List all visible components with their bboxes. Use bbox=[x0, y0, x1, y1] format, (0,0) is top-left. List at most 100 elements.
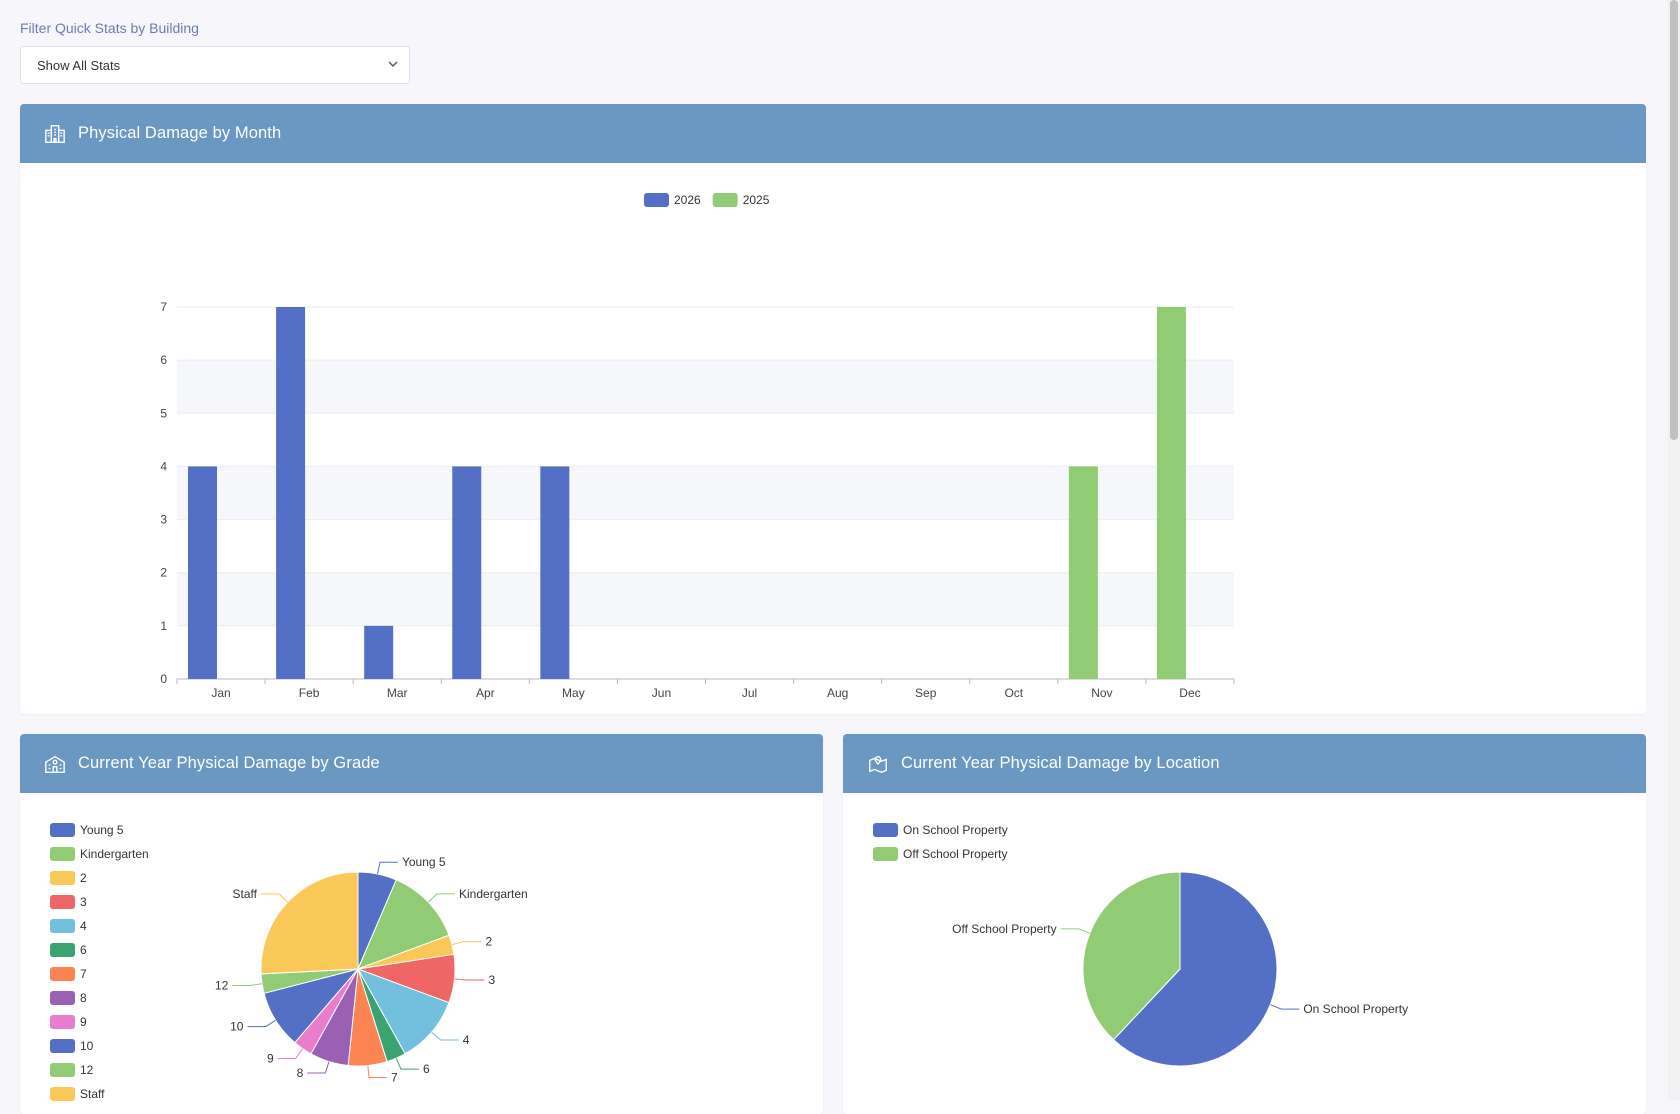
x-tick-label: Jul bbox=[742, 686, 757, 700]
legend-swatch bbox=[50, 847, 75, 861]
grade-chart-title: Current Year Physical Damage by Grade bbox=[78, 754, 380, 772]
x-tick-label: Jan bbox=[211, 686, 230, 700]
pie-label: Off School Property bbox=[952, 922, 1056, 936]
page-scrollbar[interactable] bbox=[1668, 0, 1680, 1100]
x-tick-label: Mar bbox=[387, 686, 408, 700]
x-tick-label: Oct bbox=[1004, 686, 1023, 700]
pie-label-line bbox=[307, 1061, 330, 1074]
building-icon bbox=[45, 124, 65, 143]
location-chart-card: Current Year Physical Damage by Location… bbox=[843, 734, 1646, 1114]
building-filter-select[interactable]: Show All Stats bbox=[20, 46, 410, 84]
pie-slice bbox=[260, 871, 359, 975]
scrollbar-thumb[interactable] bbox=[1670, 0, 1678, 440]
legend-label: Kindergarten bbox=[80, 847, 149, 861]
legend-label: 10 bbox=[80, 1039, 94, 1053]
y-tick-label: 1 bbox=[160, 619, 167, 633]
filter-selected-value: Show All Stats bbox=[37, 57, 121, 73]
pie-label-line bbox=[367, 1065, 388, 1078]
month-bar-chart: 0 1 2 3 4 5 6 7 Jan Feb Mar Apr May Jun Jul Aug Sep Oct No… bbox=[160, 193, 1235, 700]
legend-label: On School Property bbox=[903, 823, 1008, 837]
pie-label: 9 bbox=[267, 1051, 274, 1065]
y-tick-label: 7 bbox=[160, 300, 167, 314]
legend-swatch bbox=[644, 193, 669, 207]
bar bbox=[364, 625, 394, 679]
legend-label: 2026 bbox=[674, 193, 701, 207]
pie-label: Staff bbox=[233, 887, 258, 901]
y-tick-label: 2 bbox=[160, 566, 167, 580]
pie-label-line bbox=[1270, 1004, 1300, 1010]
legend-swatch bbox=[50, 967, 75, 981]
legend-swatch bbox=[50, 1087, 75, 1101]
location-chart-title: Current Year Physical Damage by Location bbox=[901, 754, 1220, 772]
bar bbox=[276, 307, 306, 679]
location-chart-header: Current Year Physical Damage by Location bbox=[843, 734, 1646, 793]
x-tick-label: Dec bbox=[1179, 686, 1200, 700]
legend-label: Young 5 bbox=[80, 823, 124, 837]
location-pie-chart: On School Property Off School Property On … bbox=[873, 823, 1408, 1067]
x-tick-label: Sep bbox=[915, 686, 937, 700]
x-tick-label: Apr bbox=[476, 686, 495, 700]
grid-band bbox=[177, 572, 1234, 626]
pie-label: 8 bbox=[297, 1066, 304, 1080]
legend-label: 2 bbox=[80, 871, 87, 885]
x-tick-label: May bbox=[562, 686, 585, 700]
bar bbox=[540, 466, 570, 679]
pie-label: 3 bbox=[488, 973, 495, 987]
map-pin-icon bbox=[869, 755, 887, 773]
grade-chart-card: Current Year Physical Damage by Grade Yo… bbox=[20, 734, 823, 1114]
pie-label-line bbox=[451, 941, 482, 946]
pie-slice bbox=[356, 968, 450, 1055]
legend-label: 7 bbox=[80, 967, 87, 981]
bar bbox=[188, 466, 217, 679]
legend-label: 4 bbox=[80, 919, 87, 933]
pie-label: 4 bbox=[463, 1033, 470, 1047]
pie-label: On School Property bbox=[1303, 1002, 1408, 1016]
y-tick-label: 6 bbox=[160, 353, 167, 367]
legend-swatch bbox=[50, 1039, 75, 1053]
legend-label: 12 bbox=[80, 1063, 94, 1077]
y-tick-label: 0 bbox=[160, 672, 167, 686]
pie-label: 7 bbox=[391, 1070, 398, 1084]
legend-label: 9 bbox=[80, 1015, 87, 1029]
pie-label-line bbox=[247, 1019, 276, 1028]
pie-label: Kindergarten bbox=[459, 887, 528, 901]
legend-label: 6 bbox=[80, 943, 87, 957]
legend-label: 3 bbox=[80, 895, 87, 909]
pie-label-line bbox=[431, 1031, 459, 1041]
grid-band bbox=[177, 360, 1234, 414]
pie-label: 12 bbox=[215, 979, 229, 993]
x-tick-label: Aug bbox=[827, 686, 848, 700]
x-tick-label: Feb bbox=[299, 686, 320, 700]
legend-label: 8 bbox=[80, 991, 87, 1005]
pie-label: 2 bbox=[486, 935, 493, 949]
legend-swatch bbox=[50, 823, 75, 837]
legend-swatch bbox=[873, 823, 898, 837]
legend-swatch bbox=[873, 847, 898, 861]
grade-pie-chart: Young 5 Kindergarten 2 3 4 6 7 8 9 10 12 Staff Young… bbox=[50, 823, 528, 1101]
pie-label: Young 5 bbox=[402, 855, 446, 869]
grid-band bbox=[177, 466, 1234, 520]
legend-label: Off School Property bbox=[903, 847, 1008, 861]
y-tick-label: 4 bbox=[160, 459, 167, 473]
legend-label: Staff bbox=[80, 1087, 105, 1101]
pie-label-line bbox=[454, 978, 485, 981]
x-tick-label: Nov bbox=[1091, 686, 1112, 700]
month-chart-card: Physical Damage by Month 0 1 2 3 4 5 6 7 Jan Feb M… bbox=[20, 104, 1646, 714]
pie-label: 6 bbox=[423, 1062, 430, 1076]
legend-swatch bbox=[50, 1063, 75, 1077]
pie-label-line bbox=[395, 1057, 419, 1070]
pie-label-line bbox=[277, 1048, 303, 1059]
legend-swatch bbox=[712, 193, 738, 207]
pie-label: 10 bbox=[230, 1020, 244, 1034]
bar bbox=[1068, 466, 1098, 679]
legend-swatch bbox=[50, 919, 75, 933]
filter-label: Filter Quick Stats by Building bbox=[20, 20, 199, 36]
pie-label-line bbox=[1060, 928, 1090, 934]
pie-slice bbox=[1082, 871, 1181, 1041]
legend-swatch bbox=[50, 871, 75, 885]
pie-label-line bbox=[377, 861, 398, 875]
pie-label-line bbox=[427, 893, 456, 903]
legend-label: 2025 bbox=[743, 193, 770, 207]
legend-swatch bbox=[50, 943, 75, 957]
pie-label-line bbox=[232, 983, 263, 987]
